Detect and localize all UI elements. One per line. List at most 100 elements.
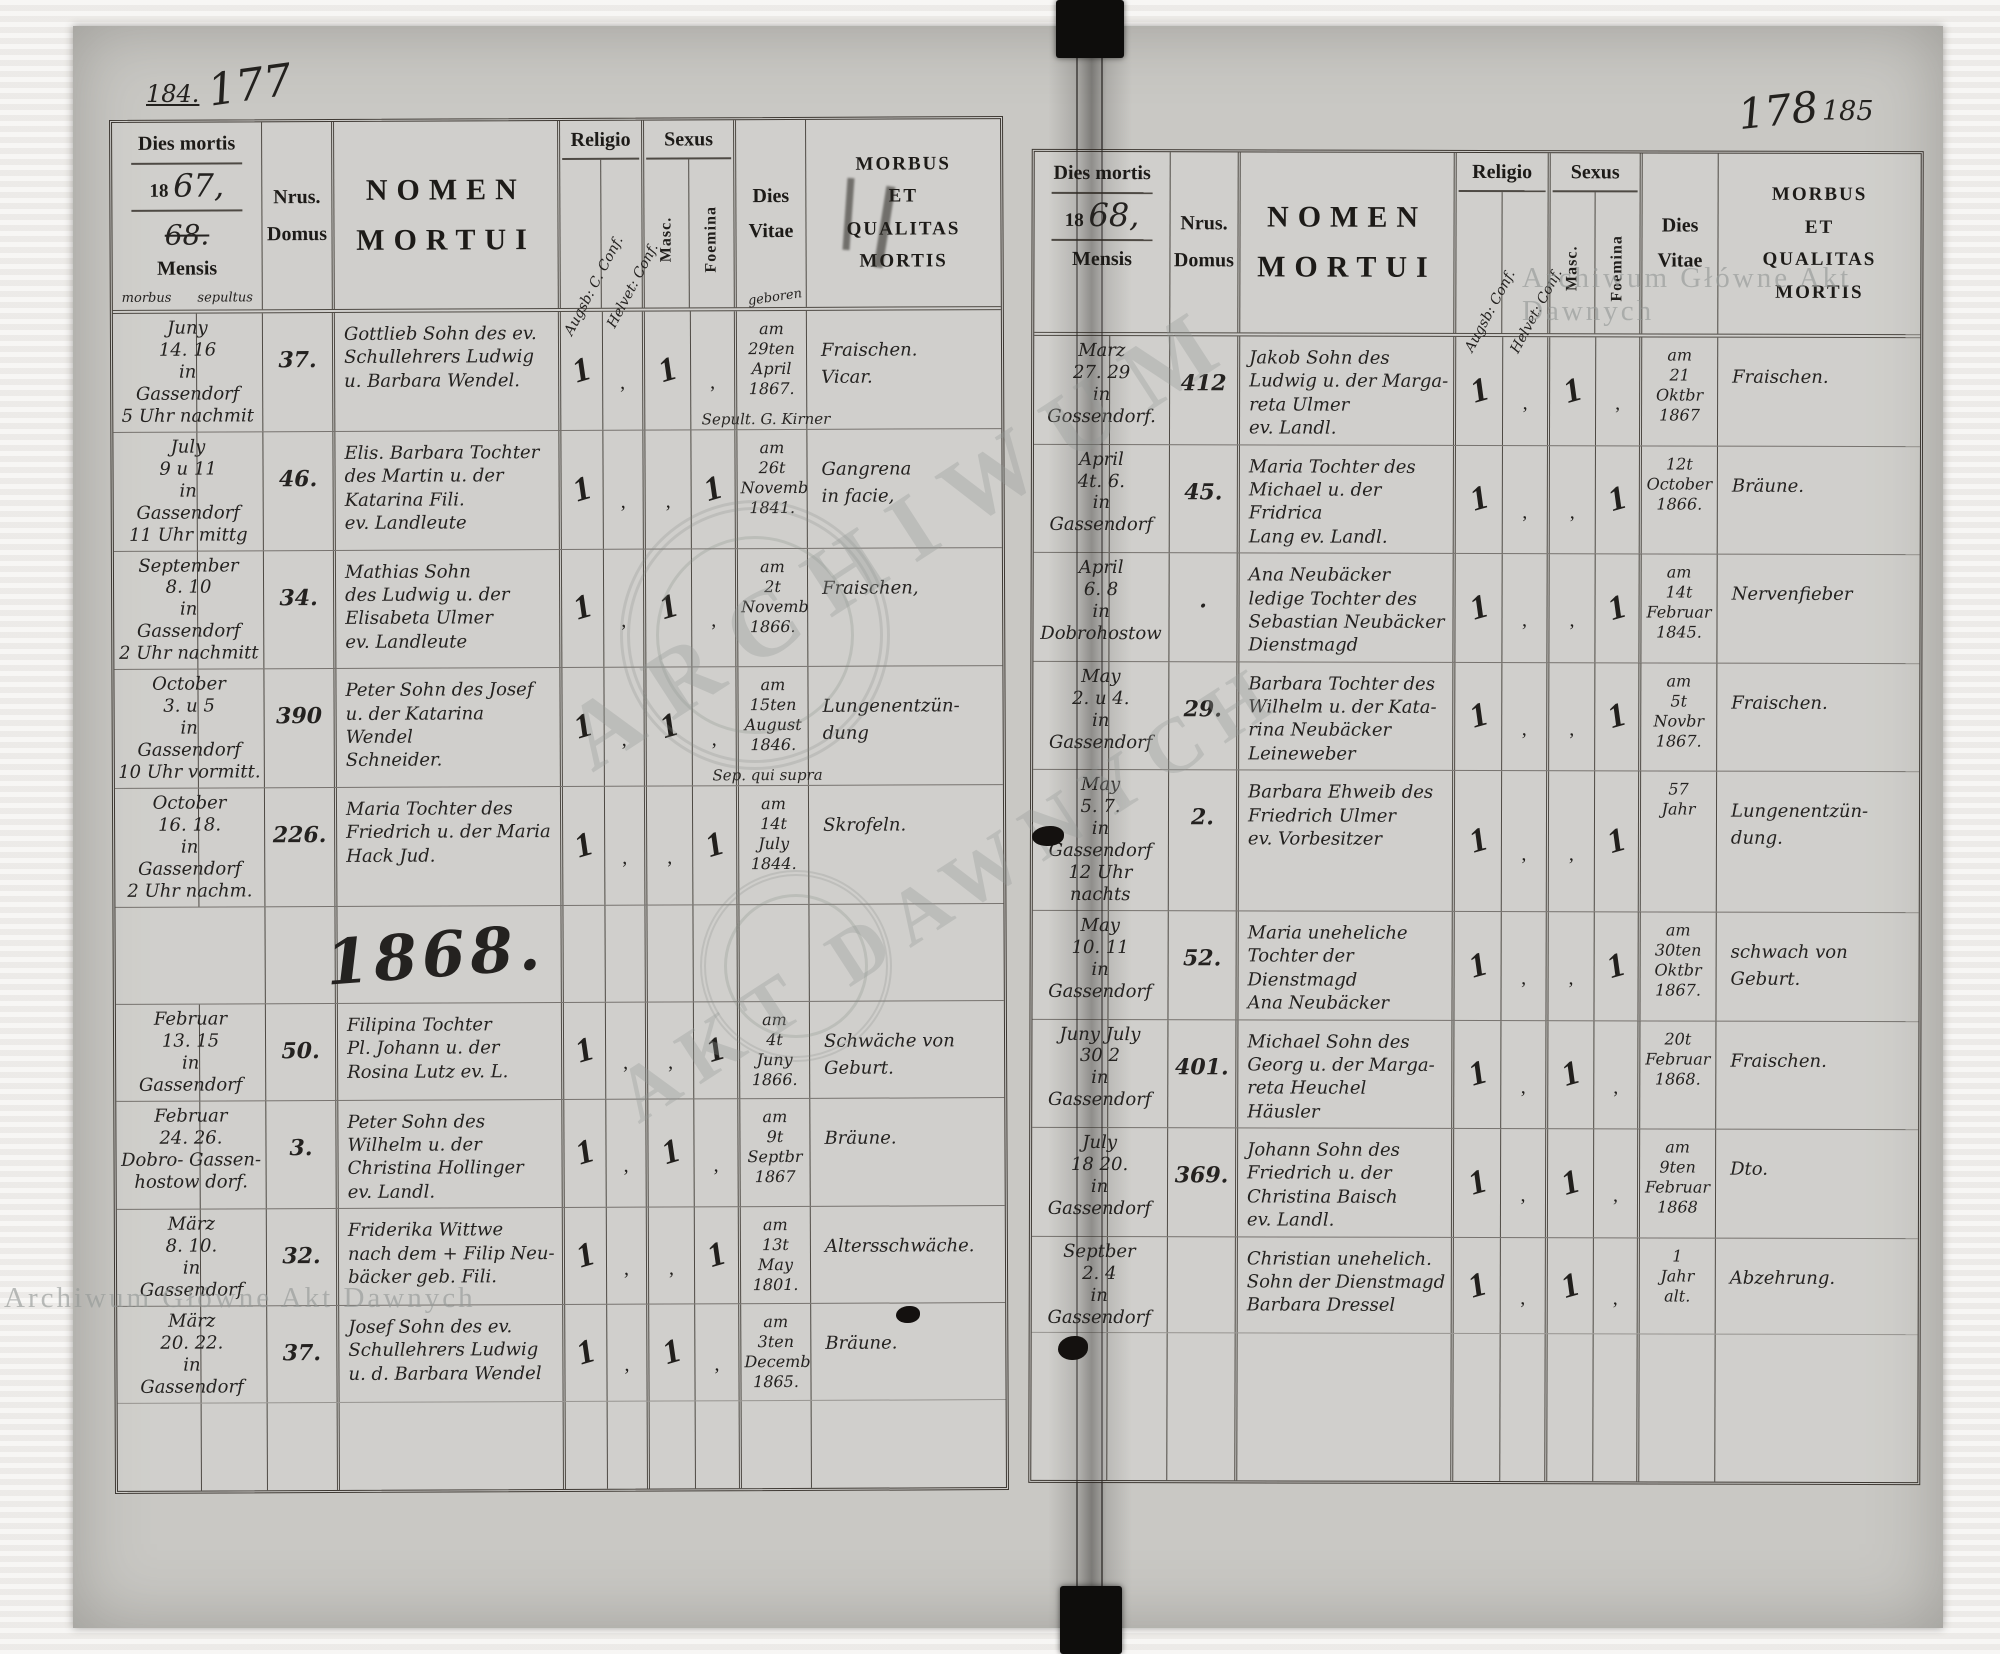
religio-helvet-mark: , (1522, 500, 1528, 523)
sexus-masc-cell: 1 (1549, 337, 1597, 445)
religio-helvet-cell: , (1501, 771, 1550, 912)
religio-helvet-cell: , (604, 786, 648, 905)
house-number-cell: 401. (1168, 1019, 1239, 1128)
death-date-cell: Juny July 30 2 in Gassendorf (1032, 1019, 1169, 1128)
burial-note: Sep. qui supra (712, 765, 823, 785)
religio-augsburg-cell: 1 (1454, 771, 1503, 912)
sexus-foemina-mark: 1 (1605, 820, 1628, 862)
religio-helvet-mark: , (620, 490, 626, 513)
morbus-label: MORBUS (1771, 183, 1868, 206)
religio-augsburg-mark: 1 (1467, 695, 1489, 737)
religio-helvet-mark: , (1520, 1075, 1526, 1098)
religio-helvet-mark: , (624, 1354, 630, 1377)
vitae-label: Vitae (1657, 249, 1703, 272)
left-page-table: Dies mortis 18 67, 68. Mensis morbus sep… (109, 116, 1009, 1494)
birth-date-cell: 1 Jahr alt. (1639, 1238, 1716, 1335)
sexus-foemina-mark: , (1612, 1184, 1619, 1207)
sexus-foemina-cell: 1 (694, 1207, 742, 1304)
death-date-cell: Februar 24. 26. Dobro- Gassen- hostow do… (116, 1100, 267, 1210)
sexus-masc-cell: 1 (1547, 1237, 1594, 1334)
death-date-cell: July 18 20. in Gassendorf (1031, 1127, 1169, 1236)
nrus-label: Nrus. (273, 185, 321, 208)
empty-cell (1715, 1335, 1917, 1482)
religio-augsburg-subcol: Augsb: Conf. (1456, 191, 1518, 355)
religio-helvet-mark: , (1521, 718, 1527, 741)
register-row: Marz 27. 29 in Gossendorf. 412 Jakob Sohn … (1033, 335, 1920, 446)
religio-augsburg-cell: 1 (1454, 911, 1502, 1020)
house-number-cell: 29. (1169, 661, 1240, 770)
deceased-name-cell: Maria uneheliche Tochter der Dienstmagd … (1238, 911, 1455, 1020)
deceased-name-cell: Barbara Tochter des Wilhelm u. der Kata-… (1239, 662, 1456, 771)
header-rule (130, 162, 243, 165)
morbus-label: MORBUS (855, 152, 951, 175)
religio-helvet-cell: , (1502, 554, 1550, 662)
morbus-header: MORBUS ET QUALITAS MORTIS (806, 119, 1001, 307)
religio-helvet-cell: , (606, 1207, 650, 1304)
sexus-masc-cell: , (647, 1002, 695, 1099)
mortui-label: MORTUI (1257, 250, 1437, 284)
religio-helvet-mark: , (1520, 1287, 1526, 1310)
sexus-masc-cell: , (645, 430, 692, 549)
sexus-masc-cell: , (648, 1207, 696, 1304)
house-number-cell: 3. (266, 1100, 339, 1209)
religio-augsburg-cell: 1 (564, 1099, 607, 1208)
sexus-foemina-cell: 1 (693, 1002, 741, 1099)
birth-date-cell: am 5t Novbr 1867. (1641, 663, 1718, 771)
masc-label: Masc. (657, 216, 675, 263)
sexus-foemina-mark: 1 (705, 1234, 728, 1276)
religio-header: Religio Augsb: Conf. Helvet: Conf. (1456, 152, 1565, 356)
register-row: April 6. 8 in Dobrohostow. Ana Neubäcker … (1033, 551, 1920, 663)
register-row: July 18 20. in Gassendorf 369. Johann Sohn… (1031, 1126, 1919, 1238)
sexus-foemina-mark: , (1615, 392, 1621, 415)
vitae-label: Vitae (748, 219, 794, 242)
house-number-cell: 369. (1167, 1128, 1239, 1237)
empty-rows-area (117, 1398, 1006, 1491)
cause-of-death-cell: Dto. (1730, 1158, 1769, 1180)
sexus-foemina-cell: , (691, 548, 739, 667)
sexus-foemina-cell: , (694, 1098, 741, 1207)
empty-cell (607, 1401, 650, 1489)
death-date-cell: October 16. 18. in Gassendorf 2 Uhr nach… (114, 788, 266, 907)
religio-helvet-cell: , (606, 1099, 649, 1207)
religio-helvet-mark: , (620, 372, 626, 395)
birth-date-cell: am 9ten Februar 1868 (1639, 1129, 1717, 1238)
religio-helvet-mark: , (623, 1051, 629, 1074)
sexus-header: Sexus Masc. Foemina (644, 120, 737, 308)
sexus-masc-mark: 1 (660, 1331, 683, 1373)
religio-helvet-mark: , (621, 728, 627, 751)
header-rule (1051, 238, 1153, 242)
empty-cell (1237, 1333, 1454, 1481)
mortui-label: MORTUI (356, 222, 536, 257)
register-row: März 20. 22. in Gassendorf 37. Josef Sohn … (117, 1302, 1006, 1403)
ink-blob (1032, 826, 1064, 846)
empty-cell (565, 1401, 608, 1489)
cause-of-death-cell: Nervenfieber (1731, 583, 1853, 606)
religio-augsburg-cell: 1 (1454, 1020, 1502, 1129)
sexus-masc-mark: , (1568, 842, 1574, 865)
sexus-masc-cell: , (1548, 912, 1595, 1020)
death-date-cell: October 3. u 5 in Gassendorf 10 Uhr vorm… (114, 669, 265, 788)
empty-cell (563, 905, 606, 1002)
deceased-name-cell: Maria Tochter des Friedrich u. der Maria… (336, 787, 564, 906)
religio-helvet-mark: , (623, 1154, 629, 1177)
empty-cell (649, 1401, 696, 1489)
empty-cell (339, 1401, 566, 1490)
religio-augsburg-mark: 1 (1466, 1052, 1488, 1095)
sexus-masc-mark: , (1569, 609, 1575, 632)
cause-of-death-cell: Altersschwäche. (824, 1235, 975, 1258)
right-table-header: Dies mortis 18 68, Mensis Nrus. Domus NO… (1034, 151, 1921, 356)
empty-cell (693, 905, 740, 1002)
dies-mortis-header: Dies mortis 18 68, Mensis (1034, 151, 1171, 333)
religio-augsburg-cell: 1 (1453, 1237, 1501, 1334)
masc-subcol: Masc. (1550, 192, 1596, 334)
religio-helvet-cell: , (607, 1304, 650, 1401)
empty-cell (695, 1401, 742, 1489)
ink-blob (896, 1306, 920, 1323)
death-date-cell: May 2. u 4. in Gassendorf (1033, 661, 1170, 770)
death-date-cell: April 6. 8 in Dobrohostow (1033, 552, 1170, 661)
religio-augsburg-mark: 1 (1465, 1264, 1488, 1306)
house-number-cell: . (1169, 553, 1240, 662)
religio-augsburg-mark: 1 (572, 705, 594, 748)
foemina-label: Foemina (1608, 235, 1626, 302)
domus-label: Domus (1173, 249, 1234, 272)
